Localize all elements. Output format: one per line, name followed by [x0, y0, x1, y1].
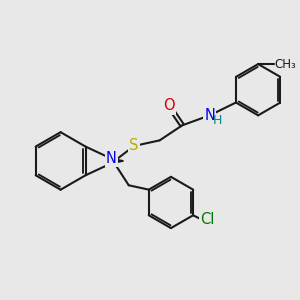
Text: CH₃: CH₃	[274, 58, 296, 70]
Text: N: N	[106, 151, 117, 166]
Text: N: N	[204, 108, 215, 123]
Text: H: H	[212, 115, 222, 128]
Text: O: O	[163, 98, 175, 113]
Text: S: S	[129, 139, 139, 154]
Text: Cl: Cl	[200, 212, 214, 227]
